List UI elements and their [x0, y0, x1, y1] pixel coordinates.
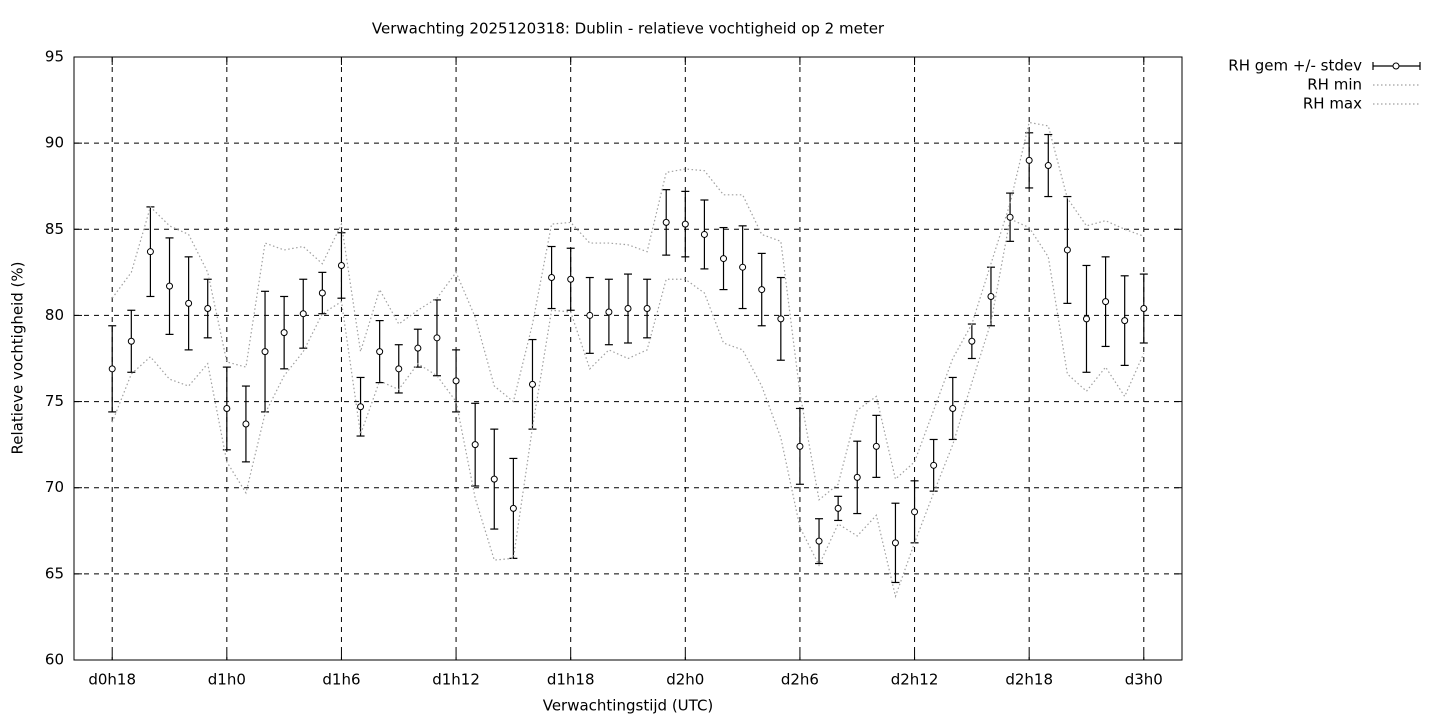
- mean-point: [108, 365, 116, 373]
- y-tick-label: 95: [45, 48, 64, 66]
- mean-point: [949, 404, 957, 412]
- mean-point: [127, 337, 135, 345]
- mean-point: [624, 305, 632, 313]
- mean-point: [490, 475, 498, 483]
- mean-point: [987, 292, 995, 300]
- mean-point: [758, 286, 766, 294]
- x-tick-label: d0h18: [88, 671, 136, 689]
- legend-swatch: [1392, 62, 1400, 70]
- x-tick-label: d2h18: [1005, 671, 1053, 689]
- y-tick-label: 90: [45, 134, 64, 152]
- x-tick-label: d2h12: [891, 671, 939, 689]
- mean-point: [204, 305, 212, 313]
- mean-point: [796, 442, 804, 450]
- mean-point: [223, 404, 231, 412]
- mean-point: [853, 473, 861, 481]
- mean-point: [299, 310, 307, 318]
- range-line: [111, 218, 1145, 599]
- plot-frame: [73, 56, 1183, 661]
- mean-point: [567, 275, 575, 283]
- mean-point: [146, 248, 154, 256]
- y-tick-label: 70: [45, 478, 64, 496]
- mean-point: [185, 299, 193, 307]
- mean-point: [700, 230, 708, 238]
- mean-point: [930, 461, 938, 469]
- legend-label: RH max: [1303, 95, 1362, 113]
- mean-point: [720, 255, 728, 263]
- mean-point: [395, 365, 403, 373]
- mean-point: [911, 508, 919, 516]
- legend-label: RH min: [1307, 76, 1362, 94]
- legend-label: RH gem +/- stdev: [1228, 57, 1362, 75]
- mean-point: [242, 420, 250, 428]
- mean-point: [605, 308, 613, 316]
- mean-point: [471, 441, 479, 449]
- mean-point: [739, 263, 747, 271]
- mean-point: [337, 261, 345, 269]
- y-tick-label: 85: [45, 220, 64, 238]
- mean-point: [509, 504, 517, 512]
- mean-point: [166, 282, 174, 290]
- x-tick-label: d1h18: [547, 671, 595, 689]
- x-tick-label: d2h0: [666, 671, 704, 689]
- mean-point: [414, 344, 422, 352]
- x-tick-label: d1h6: [322, 671, 360, 689]
- mean-point: [1025, 156, 1033, 164]
- mean-point: [643, 305, 651, 313]
- mean-point: [1044, 162, 1052, 170]
- range-line: [111, 121, 1144, 501]
- y-tick-label: 75: [45, 392, 64, 410]
- x-tick-label: d1h0: [208, 671, 246, 689]
- x-axis-label: Verwachtingstijd (UTC): [543, 697, 714, 715]
- mean-point: [681, 220, 689, 228]
- mean-point: [1140, 305, 1148, 313]
- mean-point: [891, 539, 899, 547]
- y-tick-label: 60: [45, 651, 64, 669]
- mean-point: [1102, 298, 1110, 306]
- mean-point: [376, 348, 384, 356]
- mean-point: [1006, 213, 1014, 221]
- mean-point: [280, 329, 288, 337]
- mean-point: [662, 218, 670, 226]
- mean-point: [968, 337, 976, 345]
- mean-point: [1063, 246, 1071, 254]
- mean-point: [777, 315, 785, 323]
- mean-point: [815, 537, 823, 545]
- mean-point: [586, 311, 594, 319]
- y-tick-label: 80: [45, 306, 64, 324]
- mean-point: [872, 442, 880, 450]
- mean-point: [528, 380, 536, 388]
- mean-point: [357, 403, 365, 411]
- x-tick-label: d2h6: [781, 671, 819, 689]
- mean-point: [548, 274, 556, 282]
- mean-point: [834, 504, 842, 512]
- chart-title: Verwachting 2025120318: Dublin - relatie…: [372, 20, 885, 38]
- y-tick-label: 65: [45, 564, 64, 582]
- mean-point: [433, 334, 441, 342]
- y-axis-label: Relatieve vochtigheid (%): [9, 261, 27, 454]
- x-tick-label: d1h12: [432, 671, 480, 689]
- mean-point: [1082, 315, 1090, 323]
- mean-point: [1121, 317, 1129, 325]
- mean-point: [318, 289, 326, 297]
- x-tick-label: d3h0: [1125, 671, 1163, 689]
- mean-point: [261, 348, 269, 356]
- mean-point: [452, 377, 460, 385]
